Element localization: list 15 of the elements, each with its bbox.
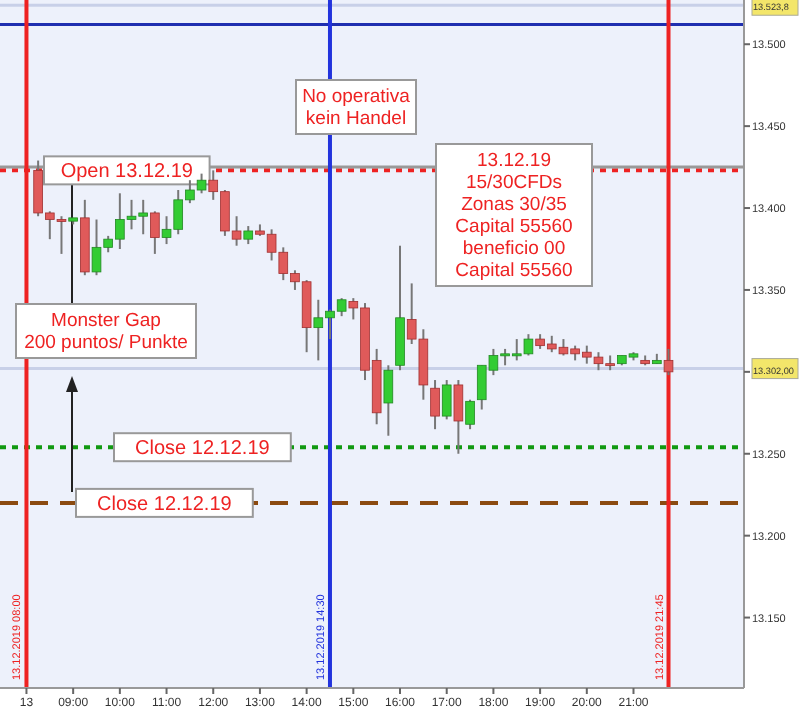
candlestick [243, 225, 254, 246]
candlestick [465, 398, 475, 431]
candlestick [441, 379, 452, 421]
candlestick [150, 210, 160, 255]
candlestick [663, 347, 674, 377]
candlestick [453, 379, 464, 455]
candlestick [395, 244, 405, 372]
candlestick [383, 364, 394, 437]
ref-line-label: Close 12.12.19 [97, 493, 233, 516]
ref-line-label: Close 12.12.19 [135, 438, 271, 461]
annotation: 13.12.19 15/30CFDs Zonas 30/35 Capital 55560 beneficio 00 Capital 55560 [455, 150, 573, 282]
candlestick [430, 379, 440, 431]
annotation: Monster Gap 200 puntos/ Punkte [24, 310, 188, 354]
annotation: No operativa kein Handel [302, 86, 412, 130]
ref-line-label: Open 13.12.19 [60, 161, 194, 184]
